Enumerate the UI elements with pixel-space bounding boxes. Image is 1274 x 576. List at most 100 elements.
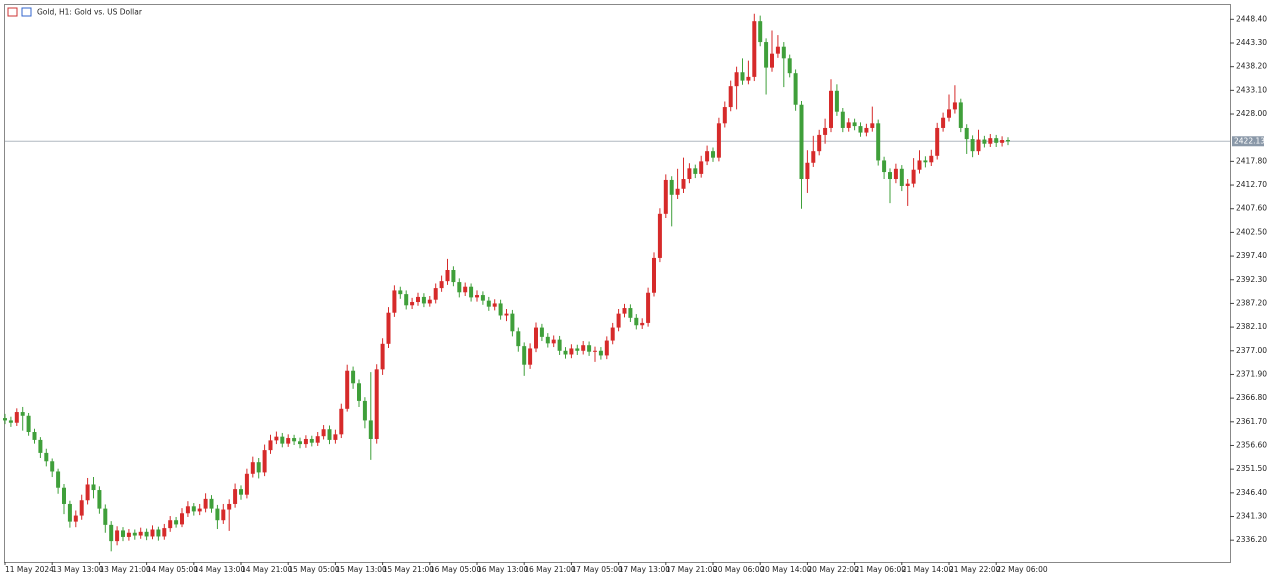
candle-body	[286, 438, 291, 444]
x-tick-label: 13 May 13:00	[52, 565, 104, 574]
candle-body	[280, 436, 285, 444]
candle-body	[67, 503, 72, 522]
candle-body	[351, 370, 356, 384]
candle-body	[398, 290, 403, 295]
y-tick-label: 2438.20	[1236, 62, 1267, 71]
candle-body	[298, 441, 302, 445]
candle-body	[91, 484, 96, 491]
y-tick-label: 2361.70	[1236, 417, 1267, 426]
candle-body	[970, 139, 975, 152]
y-tick-label: 2346.40	[1236, 488, 1267, 497]
candle-body	[203, 498, 208, 509]
candle-body	[775, 46, 780, 54]
candle-body	[386, 312, 391, 344]
candle-body	[534, 327, 538, 349]
candle-body	[62, 487, 66, 504]
candle-body	[852, 122, 857, 127]
candle-body	[250, 462, 255, 474]
x-tick-label: 14 May 21:00	[241, 565, 293, 574]
candle-body	[976, 139, 981, 152]
candle-body	[740, 72, 745, 81]
y-tick-label: 2407.60	[1236, 204, 1267, 213]
y-tick-label: 2351.50	[1236, 464, 1267, 473]
candle-body	[734, 72, 739, 87]
chart-title: Gold, H1: Gold vs. US Dollar	[37, 8, 143, 17]
y-tick-label: 2417.80	[1236, 156, 1267, 165]
candle-body	[333, 434, 338, 440]
candle-body	[138, 531, 143, 536]
candle-body	[882, 160, 887, 173]
candle-body	[8, 420, 13, 423]
x-tick-label: 14 May 05:00	[147, 565, 199, 574]
candle-body	[758, 21, 763, 43]
candle-body	[498, 303, 503, 316]
y-tick-label: 2366.80	[1236, 393, 1267, 402]
x-tick-label: 20 May 14:00	[760, 565, 812, 574]
candle-body	[846, 122, 851, 128]
x-tick-label: 21 May 22:00	[949, 565, 1001, 574]
candle-body	[109, 524, 114, 542]
candle-body	[829, 90, 833, 128]
chart-icon	[7, 7, 32, 17]
y-tick-label: 2377.00	[1236, 346, 1267, 355]
candle-body	[32, 432, 37, 440]
x-tick-label: 11 May 2024	[5, 565, 54, 574]
x-tick-label: 16 May 05:00	[430, 565, 482, 574]
candle-body	[433, 288, 438, 300]
candle-body	[876, 123, 881, 161]
candle-body	[722, 107, 727, 124]
candle-body	[463, 286, 468, 293]
candle-body	[988, 138, 993, 144]
candle-body	[510, 313, 515, 332]
candle-body	[439, 281, 444, 289]
candle-body	[593, 350, 597, 352]
candle-body	[752, 21, 757, 77]
candle-body	[557, 339, 562, 351]
candle-body	[451, 270, 456, 283]
candle-body	[469, 286, 474, 298]
candle-body	[85, 484, 90, 501]
y-tick-label: 2392.30	[1236, 275, 1267, 284]
candle-body	[687, 168, 692, 180]
candle-body	[840, 111, 845, 128]
x-tick-label: 17 May 05:00	[571, 565, 623, 574]
x-tick-label: 21 May 14:00	[902, 565, 954, 574]
candle-body	[380, 343, 385, 370]
candle-body	[427, 299, 432, 304]
x-tick-label: 22 May 06:00	[996, 565, 1048, 574]
current-price-box	[1232, 136, 1264, 147]
candle-body	[834, 90, 839, 112]
candle-body	[858, 126, 863, 133]
candle-body	[893, 168, 898, 180]
candle-body	[475, 295, 479, 298]
candle-body	[952, 102, 957, 110]
candle-body	[244, 473, 249, 495]
candle-body	[262, 450, 267, 473]
candle-body	[504, 313, 509, 316]
x-tick-label: 16 May 13:00	[477, 565, 529, 574]
candle-body	[622, 308, 627, 314]
candle-body	[616, 313, 621, 328]
candle-body	[144, 531, 149, 537]
candle-body	[781, 46, 786, 59]
y-tick-label: 2387.20	[1236, 298, 1267, 307]
y-tick-label: 2341.30	[1236, 512, 1267, 521]
candle-body	[716, 123, 721, 158]
candle-body	[327, 429, 332, 440]
candle-body	[705, 151, 710, 162]
candle-body	[239, 489, 243, 495]
candle-body	[480, 295, 485, 301]
candle-body	[126, 532, 131, 537]
candle-body	[575, 348, 580, 351]
candle-body	[1006, 140, 1010, 142]
candle-body	[115, 530, 120, 542]
candle-body	[929, 155, 934, 163]
candle-body	[221, 509, 226, 521]
candle-body	[486, 300, 491, 307]
candle-body	[569, 348, 574, 355]
candle-body	[215, 508, 220, 521]
candle-body	[421, 296, 426, 304]
candle-body	[681, 179, 686, 189]
candle-body	[598, 350, 603, 356]
